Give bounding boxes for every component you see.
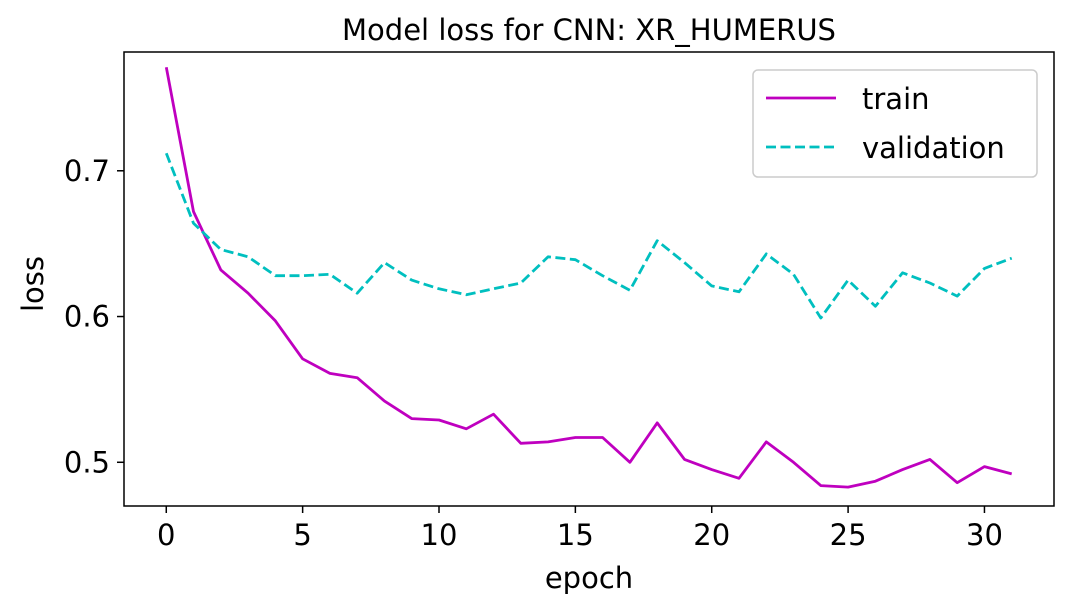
series-line-train <box>164 67 1013 489</box>
legend: train validation <box>752 69 1038 178</box>
y-tick-label: 0.5 <box>64 445 110 479</box>
x-tick-label: 20 <box>693 518 730 552</box>
y-axis-ticks: 0.5 0.6 0.7 <box>64 154 124 479</box>
plot-frame <box>123 51 1055 507</box>
y-axis-label: loss <box>16 256 50 312</box>
legend-train-label: train <box>862 82 930 116</box>
x-tick-label: 5 <box>293 518 311 552</box>
x-tick-label: 0 <box>157 518 175 552</box>
x-tick-label: 30 <box>966 518 1003 552</box>
y-tick-label: 0.7 <box>64 154 110 188</box>
chart-title: Model loss for CNN: XR_HUMERUS <box>342 13 836 47</box>
x-tick-label: 10 <box>421 518 458 552</box>
x-tick-label: 25 <box>830 518 867 552</box>
series-layer <box>164 67 1013 489</box>
x-axis-ticks: 0 5 10 15 20 25 30 <box>157 506 1003 552</box>
legend-validation-label: validation <box>862 131 1005 165</box>
x-tick-label: 15 <box>557 518 594 552</box>
x-axis-label: epoch <box>545 561 633 595</box>
series-line-validation <box>164 152 1013 320</box>
y-tick-label: 0.6 <box>64 300 110 334</box>
